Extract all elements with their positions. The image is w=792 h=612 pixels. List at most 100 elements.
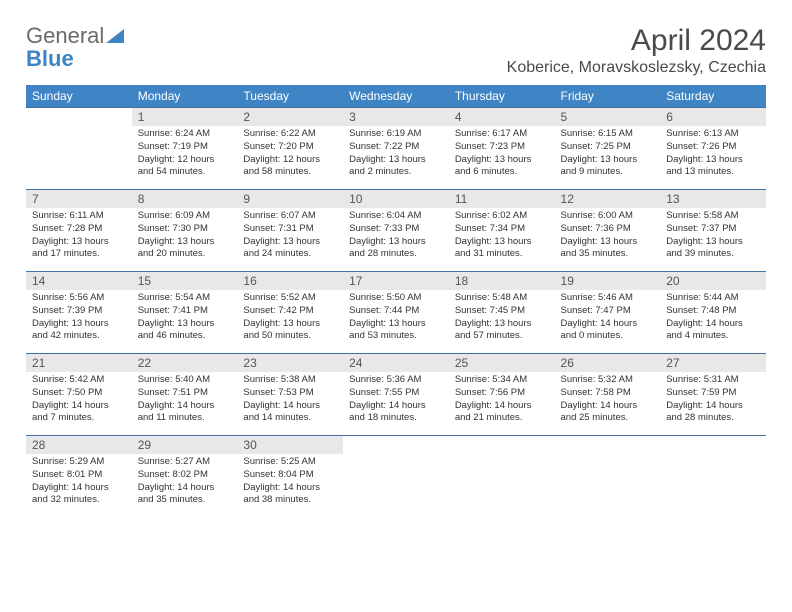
sunrise-text: Sunrise: 5:38 AM: [243, 374, 337, 387]
day-number: 26: [555, 354, 661, 372]
day-text: Sunrise: 6:22 AMSunset: 7:20 PMDaylight:…: [237, 126, 343, 183]
day-text: Sunrise: 6:07 AMSunset: 7:31 PMDaylight:…: [237, 208, 343, 265]
calendar-week-row: 21Sunrise: 5:42 AMSunset: 7:50 PMDayligh…: [26, 354, 766, 436]
daylight-text: Daylight: 13 hours and 46 minutes.: [138, 318, 232, 344]
day-number: 9: [237, 190, 343, 208]
calendar-cell: 12Sunrise: 6:00 AMSunset: 7:36 PMDayligh…: [555, 190, 661, 272]
sunset-text: Sunset: 7:28 PM: [32, 223, 126, 236]
sunrise-text: Sunrise: 5:36 AM: [349, 374, 443, 387]
daylight-text: Daylight: 13 hours and 35 minutes.: [561, 236, 655, 262]
day-number: 14: [26, 272, 132, 290]
header: General Blue April 2024 Koberice, Moravs…: [26, 24, 766, 77]
calendar-cell: 3Sunrise: 6:19 AMSunset: 7:22 PMDaylight…: [343, 108, 449, 190]
sunset-text: Sunset: 7:37 PM: [666, 223, 760, 236]
sunrise-text: Sunrise: 5:32 AM: [561, 374, 655, 387]
calendar-cell: 4Sunrise: 6:17 AMSunset: 7:23 PMDaylight…: [449, 108, 555, 190]
day-number: 24: [343, 354, 449, 372]
daylight-text: Daylight: 14 hours and 25 minutes.: [561, 400, 655, 426]
day-text: Sunrise: 5:36 AMSunset: 7:55 PMDaylight:…: [343, 372, 449, 429]
sunset-text: Sunset: 7:23 PM: [455, 141, 549, 154]
daylight-text: Daylight: 14 hours and 7 minutes.: [32, 400, 126, 426]
daylight-text: Daylight: 14 hours and 38 minutes.: [243, 482, 337, 508]
weekday-header: Wednesday: [343, 85, 449, 108]
calendar-cell: 24Sunrise: 5:36 AMSunset: 7:55 PMDayligh…: [343, 354, 449, 436]
day-number: 2: [237, 108, 343, 126]
daylight-text: Daylight: 14 hours and 0 minutes.: [561, 318, 655, 344]
sunrise-text: Sunrise: 5:56 AM: [32, 292, 126, 305]
sunset-text: Sunset: 7:45 PM: [455, 305, 549, 318]
day-text: Sunrise: 5:29 AMSunset: 8:01 PMDaylight:…: [26, 454, 132, 511]
daylight-text: Daylight: 14 hours and 35 minutes.: [138, 482, 232, 508]
sunrise-text: Sunrise: 5:52 AM: [243, 292, 337, 305]
day-number: 21: [26, 354, 132, 372]
calendar-cell: 20Sunrise: 5:44 AMSunset: 7:48 PMDayligh…: [660, 272, 766, 354]
day-number: 5: [555, 108, 661, 126]
location: Koberice, Moravskoslezsky, Czechia: [507, 59, 766, 77]
day-text: Sunrise: 5:48 AMSunset: 7:45 PMDaylight:…: [449, 290, 555, 347]
weekday-header-row: Sunday Monday Tuesday Wednesday Thursday…: [26, 85, 766, 108]
sunrise-text: Sunrise: 6:04 AM: [349, 210, 443, 223]
calendar-cell: 26 Sunrise: 5:32 AMSunset: 7:58 PMDayligh…: [555, 354, 661, 436]
sunrise-text: Sunrise: 6:11 AM: [32, 210, 126, 223]
day-number: 12: [555, 190, 661, 208]
calendar-cell: 23Sunrise: 5:38 AMSunset: 7:53 PMDayligh…: [237, 354, 343, 436]
sunrise-text: Sunrise: 5:50 AM: [349, 292, 443, 305]
sunrise-text: Sunrise: 5:29 AM: [32, 456, 126, 469]
day-text: Sunrise: 6:02 AMSunset: 7:34 PMDaylight:…: [449, 208, 555, 265]
calendar-cell: 17Sunrise: 5:50 AMSunset: 7:44 PMDayligh…: [343, 272, 449, 354]
day-number: 1: [132, 108, 238, 126]
calendar-cell: 13Sunrise: 5:58 AMSunset: 7:37 PMDayligh…: [660, 190, 766, 272]
daylight-text: Daylight: 13 hours and 28 minutes.: [349, 236, 443, 262]
day-text: Sunrise: 6:24 AMSunset: 7:19 PMDaylight:…: [132, 126, 238, 183]
day-number: 8: [132, 190, 238, 208]
day-text: Sunrise: 5:58 AMSunset: 7:37 PMDaylight:…: [660, 208, 766, 265]
sunrise-text: Sunrise: 5:44 AM: [666, 292, 760, 305]
daylight-text: Daylight: 13 hours and 2 minutes.: [349, 154, 443, 180]
logo-triangle-icon: [106, 29, 124, 43]
calendar-cell: [449, 436, 555, 518]
sunset-text: Sunset: 8:02 PM: [138, 469, 232, 482]
weekday-header: Friday: [555, 85, 661, 108]
sunset-text: Sunset: 7:44 PM: [349, 305, 443, 318]
daylight-text: Daylight: 13 hours and 6 minutes.: [455, 154, 549, 180]
sunset-text: Sunset: 7:59 PM: [666, 387, 760, 400]
daylight-text: Daylight: 13 hours and 57 minutes.: [455, 318, 549, 344]
daylight-text: Daylight: 14 hours and 18 minutes.: [349, 400, 443, 426]
sunset-text: Sunset: 7:41 PM: [138, 305, 232, 318]
sunset-text: Sunset: 7:58 PM: [561, 387, 655, 400]
day-text: Sunrise: 5:34 AMSunset: 7:56 PMDaylight:…: [449, 372, 555, 429]
sunset-text: Sunset: 7:31 PM: [243, 223, 337, 236]
daylight-text: Daylight: 14 hours and 32 minutes.: [32, 482, 126, 508]
day-number: 4: [449, 108, 555, 126]
sunrise-text: Sunrise: 6:02 AM: [455, 210, 549, 223]
sunrise-text: Sunrise: 6:19 AM: [349, 128, 443, 141]
weekday-header: Saturday: [660, 85, 766, 108]
weekday-header: Monday: [132, 85, 238, 108]
day-number: 20: [660, 272, 766, 290]
calendar-table: Sunday Monday Tuesday Wednesday Thursday…: [26, 85, 766, 518]
day-number: 10: [343, 190, 449, 208]
day-number: 29: [132, 436, 238, 454]
calendar-cell: 27Sunrise: 5:31 AMSunset: 7:59 PMDayligh…: [660, 354, 766, 436]
calendar-cell: 7Sunrise: 6:11 AMSunset: 7:28 PMDaylight…: [26, 190, 132, 272]
sunset-text: Sunset: 7:33 PM: [349, 223, 443, 236]
day-number: 27: [660, 354, 766, 372]
sunrise-text: Sunrise: 5:42 AM: [32, 374, 126, 387]
day-text: Sunrise: 6:15 AMSunset: 7:25 PMDaylight:…: [555, 126, 661, 183]
calendar-cell: 16Sunrise: 5:52 AMSunset: 7:42 PMDayligh…: [237, 272, 343, 354]
sunrise-text: Sunrise: 5:27 AM: [138, 456, 232, 469]
daylight-text: Daylight: 13 hours and 42 minutes.: [32, 318, 126, 344]
sunrise-text: Sunrise: 5:46 AM: [561, 292, 655, 305]
daylight-text: Daylight: 14 hours and 4 minutes.: [666, 318, 760, 344]
daylight-text: Daylight: 13 hours and 31 minutes.: [455, 236, 549, 262]
calendar-cell: [660, 436, 766, 518]
sunrise-text: Sunrise: 5:31 AM: [666, 374, 760, 387]
calendar-cell: 18Sunrise: 5:48 AMSunset: 7:45 PMDayligh…: [449, 272, 555, 354]
daylight-text: Daylight: 14 hours and 21 minutes.: [455, 400, 549, 426]
sunset-text: Sunset: 8:01 PM: [32, 469, 126, 482]
day-text: Sunrise: 5:31 AMSunset: 7:59 PMDaylight:…: [660, 372, 766, 429]
daylight-text: Daylight: 13 hours and 13 minutes.: [666, 154, 760, 180]
calendar-cell: 8Sunrise: 6:09 AMSunset: 7:30 PMDaylight…: [132, 190, 238, 272]
daylight-text: Daylight: 13 hours and 24 minutes.: [243, 236, 337, 262]
day-text: Sunrise: 6:17 AMSunset: 7:23 PMDaylight:…: [449, 126, 555, 183]
